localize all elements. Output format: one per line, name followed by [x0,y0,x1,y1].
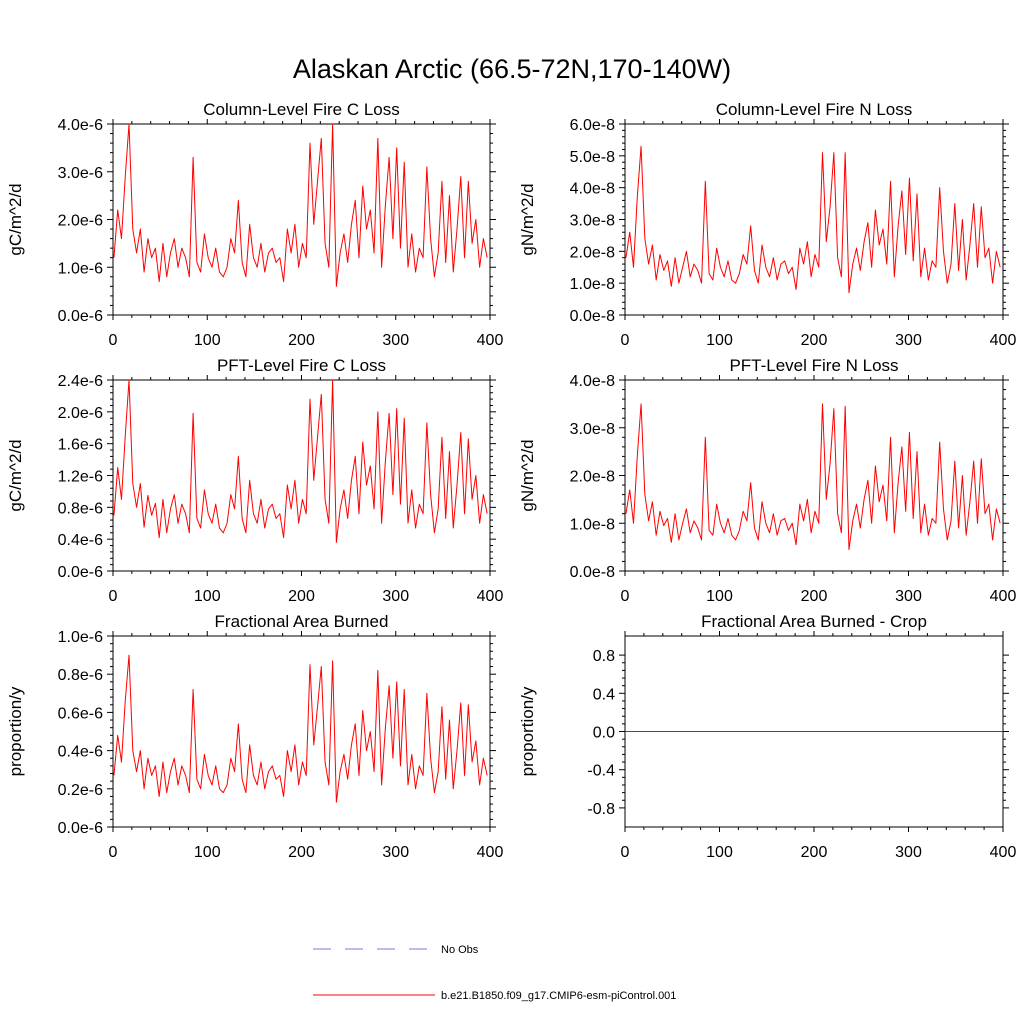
y-tick-label-0-6e-6: 0.6e-6 [58,705,103,722]
panel-pft-fire-n-loss: PFT-Level Fire N Loss gN/m^2/d 0 100 200 300 4… [518,356,1016,605]
y-tick-label-3-0e-8: 3.0e-8 [570,421,615,438]
y-tick-label-2-4e-6: 2.4e-6 [58,373,103,390]
panel-title: Fractional Area Burned - Crop [701,612,927,631]
x-tick-label-100: 100 [706,844,733,861]
x-tick-label-200: 200 [288,332,315,349]
series-line [625,403,1001,551]
series-line [113,379,488,543]
y-tick-label-0-4: 0.4 [593,686,615,703]
panel-column-fire-n-loss: Column-Level Fire N Loss gN/m^2/d 0 100 200 3… [518,100,1016,349]
plot-frame [624,123,1004,316]
y-tick-label-2-0e-8: 2.0e-8 [570,469,615,486]
y-tick-label-0-0e-6: 0.0e-6 [58,564,103,581]
y-tick-label-3-0e-6: 3.0e-6 [58,165,103,182]
x-tick-label-100: 100 [194,588,221,605]
y-axis-label: proportion/y [6,686,25,776]
y-tick-label-0-8e-6: 0.8e-6 [58,500,103,517]
x-tick-label-200: 200 [288,844,315,861]
y-axis-label: gC/m^2/d [6,183,25,255]
y-tick-label-1-0e-8: 1.0e-8 [570,276,615,293]
x-tick-label-100: 100 [194,844,221,861]
y-tick-label-4-0e-8: 4.0e-8 [570,181,615,198]
panel-pft-fire-c-loss: PFT-Level Fire C Loss gC/m^2/d 0 100 200 300 4… [6,356,503,605]
x-tick-label-300: 300 [382,332,409,349]
x-tick-label-400: 400 [477,332,504,349]
y-tick-label-2-0e-8: 2.0e-8 [570,244,615,261]
x-tick-label-0: 0 [621,588,630,605]
x-tick-label-300: 300 [382,588,409,605]
y-axis-label: proportion/y [518,686,537,776]
x-tick-label-400: 400 [990,844,1017,861]
x-tick-label-400: 400 [477,844,504,861]
y-tick-label-0-0e-6: 0.0e-6 [58,308,103,325]
y-tick-label-1-0e-6: 1.0e-6 [58,629,103,646]
y-axis-label: gN/m^2/d [518,439,537,511]
y-tick-label-2-0e-6: 2.0e-6 [58,405,103,422]
x-tick-label-400: 400 [990,332,1017,349]
y-tick-label-0-0e-8: 0.0e-8 [570,564,615,581]
x-tick-label-200: 200 [801,588,828,605]
x-tick-label-300: 300 [895,332,922,349]
y-tick-label-0-8: 0.8 [593,648,615,665]
panel-fractional-area-burned: Fractional Area Burned proportion/y 0 100 20… [6,612,503,861]
y-tick-label-0-8: -0.8 [587,801,615,818]
x-tick-label-300: 300 [895,588,922,605]
figure-title: Alaskan Arctic (66.5-72N,170-140W) [293,54,731,84]
y-tick-label-0-4e-6: 0.4e-6 [58,532,103,549]
y-tick-label-1-0e-8: 1.0e-8 [570,516,615,533]
plot-frame [624,379,1004,572]
y-tick-label-3-0e-8: 3.0e-8 [570,213,615,230]
x-tick-label-200: 200 [801,844,828,861]
y-tick-label-0-2e-6: 0.2e-6 [58,782,103,799]
y-tick-label-5-0e-8: 5.0e-8 [570,149,615,166]
y-axis-label: gC/m^2/d [6,439,25,511]
y-tick-label-0-0e-8: 0.0e-8 [570,308,615,325]
y-tick-label-0-8e-6: 0.8e-6 [58,667,103,684]
y-tick-label-4-0e-8: 4.0e-8 [570,373,615,390]
y-tick-label-0-4: -0.4 [587,763,615,780]
series-line [625,145,1001,294]
legend-no-obs-label: No Obs [441,944,479,956]
series-line [113,123,488,287]
x-tick-label-100: 100 [194,332,221,349]
panel-title: Column-Level Fire C Loss [203,100,400,119]
x-tick-label-400: 400 [990,588,1017,605]
panel-title: PFT-Level Fire N Loss [729,356,898,375]
x-tick-label-0: 0 [621,844,630,861]
panel-column-fire-c-loss: Column-Level Fire C Loss gC/m^2/d 0 100 200 3… [6,100,503,349]
legend: No Obs b.e21.B1850.f09_g17.CMIP6-esm-piC… [313,944,676,1002]
plot-frame [112,379,491,572]
panel-title: Column-Level Fire N Loss [716,100,913,119]
panel-fractional-area-burned-crop: Fractional Area Burned - Crop proportion/… [518,612,1016,861]
plot-frame [112,635,491,828]
x-tick-label-0: 0 [109,844,118,861]
y-tick-label-1-0e-6: 1.0e-6 [58,260,103,277]
x-tick-label-0: 0 [621,332,630,349]
panel-title: Fractional Area Burned [215,612,389,631]
legend-model-label: b.e21.B1850.f09_g17.CMIP6-esm-piControl.… [441,990,676,1002]
x-tick-label-100: 100 [706,332,733,349]
series-line [113,654,488,803]
x-tick-label-0: 0 [109,332,118,349]
y-tick-label-1-6e-6: 1.6e-6 [58,437,103,454]
y-tick-label-0-0: 0.0 [593,725,615,742]
x-tick-label-300: 300 [382,844,409,861]
y-tick-label-4-0e-6: 4.0e-6 [58,117,103,134]
x-tick-label-200: 200 [288,588,315,605]
x-tick-label-400: 400 [477,588,504,605]
y-tick-label-6-0e-8: 6.0e-8 [570,117,615,134]
y-tick-label-0-0e-6: 0.0e-6 [58,820,103,837]
y-tick-label-2-0e-6: 2.0e-6 [58,213,103,230]
y-tick-label-1-2e-6: 1.2e-6 [58,469,103,486]
y-tick-label-0-4e-6: 0.4e-6 [58,744,103,761]
x-tick-label-300: 300 [895,844,922,861]
x-tick-label-100: 100 [706,588,733,605]
x-tick-label-0: 0 [109,588,118,605]
plot-frame [112,123,491,316]
x-tick-label-200: 200 [801,332,828,349]
y-axis-label: gN/m^2/d [518,183,537,255]
panel-title: PFT-Level Fire C Loss [217,356,386,375]
